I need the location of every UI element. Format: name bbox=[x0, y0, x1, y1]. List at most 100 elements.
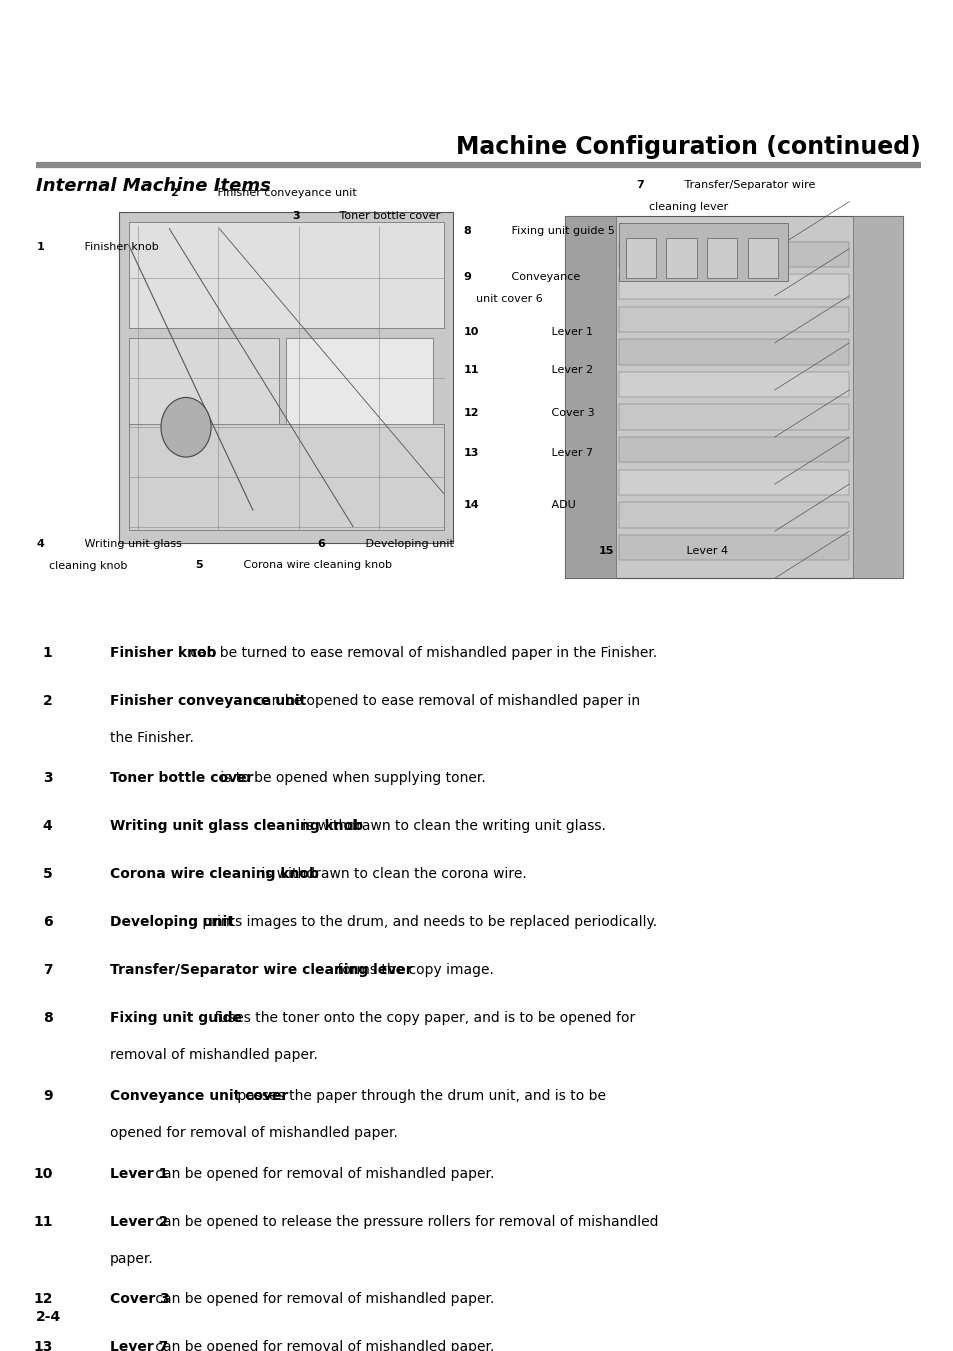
Text: Lever 2: Lever 2 bbox=[110, 1215, 168, 1228]
Text: Fixing unit guide: Fixing unit guide bbox=[110, 1012, 241, 1025]
Text: 2: 2 bbox=[170, 188, 177, 199]
Bar bbox=[618, 404, 848, 430]
Text: prints images to the drum, and needs to be replaced periodically.: prints images to the drum, and needs to … bbox=[198, 916, 657, 929]
Text: passes the paper through the drum unit, and is to be: passes the paper through the drum unit, … bbox=[233, 1089, 606, 1102]
Text: cleaning knob: cleaning knob bbox=[49, 561, 127, 571]
Text: 2: 2 bbox=[43, 694, 52, 708]
Bar bbox=[618, 372, 848, 397]
Text: ADU: ADU bbox=[547, 500, 575, 511]
Text: Machine Configuration (continued): Machine Configuration (continued) bbox=[456, 135, 920, 158]
Bar bbox=[618, 307, 848, 332]
Bar bbox=[618, 274, 848, 300]
Text: Lever 1: Lever 1 bbox=[547, 327, 592, 338]
Text: paper.: paper. bbox=[110, 1252, 153, 1266]
Bar bbox=[618, 339, 848, 365]
Text: the Finisher.: the Finisher. bbox=[110, 731, 193, 744]
Text: 14: 14 bbox=[463, 500, 478, 511]
Text: Lever 1: Lever 1 bbox=[110, 1167, 168, 1181]
Text: is to be opened when supplying toner.: is to be opened when supplying toner. bbox=[215, 771, 485, 785]
Text: Internal Machine Items: Internal Machine Items bbox=[36, 177, 271, 196]
Text: Lever 4: Lever 4 bbox=[682, 546, 728, 557]
Text: Corona wire cleaning knob: Corona wire cleaning knob bbox=[240, 559, 392, 570]
Bar bbox=[665, 238, 696, 278]
Text: Cover 3: Cover 3 bbox=[110, 1293, 170, 1306]
Text: 7: 7 bbox=[636, 180, 643, 190]
Text: Writing unit glass: Writing unit glass bbox=[81, 539, 181, 550]
Bar bbox=[625, 238, 656, 278]
Text: Fixing unit guide 5: Fixing unit guide 5 bbox=[508, 226, 615, 236]
Text: 13: 13 bbox=[463, 447, 478, 458]
Bar bbox=[129, 424, 443, 530]
Text: Conveyance: Conveyance bbox=[508, 272, 579, 282]
Text: is withdrawn to clean the corona wire.: is withdrawn to clean the corona wire. bbox=[256, 867, 526, 881]
Text: 4: 4 bbox=[43, 819, 52, 834]
Text: cleaning lever: cleaning lever bbox=[648, 201, 727, 212]
Text: Finisher knob: Finisher knob bbox=[110, 646, 216, 659]
Text: can be opened to release the pressure rollers for removal of mishandled: can be opened to release the pressure ro… bbox=[151, 1215, 658, 1228]
Bar bbox=[564, 216, 615, 578]
Bar bbox=[618, 223, 787, 281]
Text: unit cover 6: unit cover 6 bbox=[476, 293, 542, 304]
Text: 3: 3 bbox=[292, 211, 299, 222]
Text: Transfer/Separator wire cleaning lever: Transfer/Separator wire cleaning lever bbox=[110, 963, 412, 977]
Text: 7: 7 bbox=[43, 963, 52, 977]
Text: Developing unit: Developing unit bbox=[110, 916, 233, 929]
Bar bbox=[618, 470, 848, 494]
Text: 6: 6 bbox=[43, 916, 52, 929]
Text: 15: 15 bbox=[598, 546, 614, 557]
Text: 11: 11 bbox=[463, 365, 478, 376]
Text: Conveyance unit cover: Conveyance unit cover bbox=[110, 1089, 288, 1102]
Text: is withdrawn to clean the writing unit glass.: is withdrawn to clean the writing unit g… bbox=[297, 819, 605, 834]
Text: Lever 2: Lever 2 bbox=[547, 365, 593, 376]
Bar bbox=[119, 212, 453, 543]
Bar bbox=[286, 338, 433, 427]
Text: 8: 8 bbox=[43, 1012, 52, 1025]
Text: Finisher conveyance unit: Finisher conveyance unit bbox=[110, 694, 306, 708]
Text: Corona wire cleaning knob: Corona wire cleaning knob bbox=[110, 867, 318, 881]
Bar bbox=[706, 238, 737, 278]
Text: can be opened for removal of mishandled paper.: can be opened for removal of mishandled … bbox=[151, 1167, 494, 1181]
Text: 10: 10 bbox=[463, 327, 478, 338]
Text: Toner bottle cover: Toner bottle cover bbox=[110, 771, 253, 785]
Text: 5: 5 bbox=[195, 559, 203, 570]
Text: Cover 3: Cover 3 bbox=[547, 408, 594, 419]
Text: 10: 10 bbox=[33, 1167, 52, 1181]
Text: Lever 7: Lever 7 bbox=[547, 447, 593, 458]
Text: can be turned to ease removal of mishandled paper in the Finisher.: can be turned to ease removal of mishand… bbox=[186, 646, 657, 659]
Bar bbox=[618, 242, 848, 267]
Text: Finisher conveyance unit: Finisher conveyance unit bbox=[214, 188, 356, 199]
Text: can be opened for removal of mishandled paper.: can be opened for removal of mishandled … bbox=[151, 1340, 494, 1351]
Text: 1: 1 bbox=[43, 646, 52, 659]
Text: 3: 3 bbox=[43, 771, 52, 785]
Text: 2-4: 2-4 bbox=[36, 1310, 61, 1324]
Text: forms the copy image.: forms the copy image. bbox=[333, 963, 494, 977]
Bar bbox=[618, 535, 848, 561]
Ellipse shape bbox=[161, 397, 211, 457]
Text: 8: 8 bbox=[463, 226, 471, 236]
Text: 12: 12 bbox=[33, 1293, 52, 1306]
Text: 1: 1 bbox=[36, 242, 44, 253]
Text: removal of mishandled paper.: removal of mishandled paper. bbox=[110, 1048, 317, 1062]
Text: Lever 7: Lever 7 bbox=[110, 1340, 168, 1351]
Text: fuses the toner onto the copy paper, and is to be opened for: fuses the toner onto the copy paper, and… bbox=[210, 1012, 635, 1025]
Text: can be opened for removal of mishandled paper.: can be opened for removal of mishandled … bbox=[151, 1293, 494, 1306]
Text: can be opened to ease removal of mishandled paper in: can be opened to ease removal of mishand… bbox=[251, 694, 639, 708]
Text: 13: 13 bbox=[33, 1340, 52, 1351]
Bar bbox=[564, 216, 902, 578]
Text: 9: 9 bbox=[463, 272, 471, 282]
Text: 12: 12 bbox=[463, 408, 478, 419]
Text: 4: 4 bbox=[36, 539, 44, 550]
Text: opened for removal of mishandled paper.: opened for removal of mishandled paper. bbox=[110, 1127, 397, 1140]
Bar bbox=[618, 503, 848, 527]
Bar bbox=[852, 216, 902, 578]
Bar bbox=[129, 338, 278, 427]
Text: Finisher knob: Finisher knob bbox=[81, 242, 158, 253]
Bar bbox=[129, 222, 443, 328]
Text: Toner bottle cover: Toner bottle cover bbox=[336, 211, 440, 222]
Text: Transfer/Separator wire: Transfer/Separator wire bbox=[680, 180, 814, 190]
Text: 11: 11 bbox=[33, 1215, 52, 1228]
Text: 5: 5 bbox=[43, 867, 52, 881]
Bar bbox=[747, 238, 778, 278]
Text: Writing unit glass cleaning knob: Writing unit glass cleaning knob bbox=[110, 819, 362, 834]
Text: Developing unit: Developing unit bbox=[362, 539, 454, 550]
